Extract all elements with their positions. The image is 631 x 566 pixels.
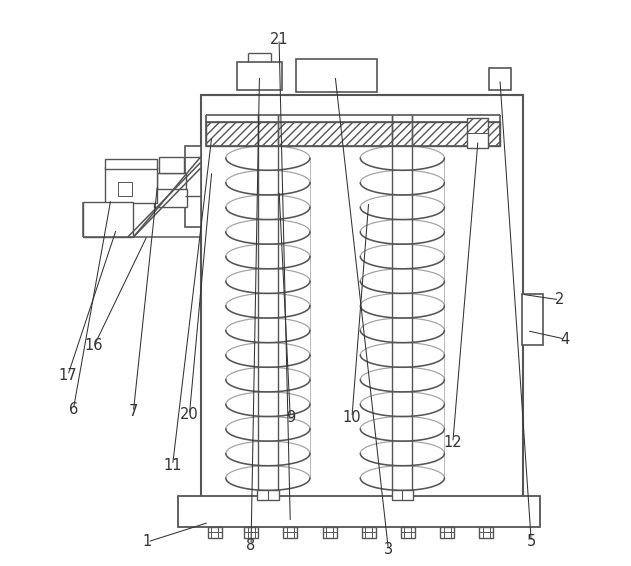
Text: 3: 3 [384, 542, 393, 557]
Bar [296, 59, 377, 92]
Bar [489, 68, 510, 89]
Text: 17: 17 [59, 368, 77, 383]
Bar [244, 527, 258, 538]
Text: 6: 6 [69, 402, 78, 417]
Text: 11: 11 [163, 458, 182, 473]
Bar [480, 527, 493, 538]
Text: 20: 20 [180, 407, 199, 422]
Bar [440, 527, 454, 538]
Bar [257, 490, 278, 500]
Text: 1: 1 [143, 534, 152, 550]
Bar [467, 118, 488, 148]
Bar [178, 496, 540, 527]
Bar [186, 145, 201, 227]
Bar [322, 527, 336, 538]
Text: 21: 21 [270, 32, 288, 47]
Text: 9: 9 [286, 410, 295, 425]
Bar [154, 189, 187, 207]
Bar [201, 95, 523, 499]
Text: 8: 8 [247, 538, 256, 553]
Text: 7: 7 [129, 404, 138, 419]
Text: 10: 10 [343, 410, 361, 425]
Bar [401, 527, 415, 538]
Text: 2: 2 [555, 292, 564, 307]
Text: 16: 16 [85, 338, 103, 353]
Bar [392, 490, 413, 500]
Bar [522, 294, 543, 345]
Bar [206, 122, 500, 145]
Text: 12: 12 [444, 435, 462, 450]
Bar [208, 527, 221, 538]
Bar [158, 157, 184, 173]
Bar [105, 167, 157, 203]
Text: 4: 4 [560, 332, 570, 346]
Bar [206, 122, 500, 145]
Bar [467, 118, 488, 133]
Bar [362, 527, 375, 538]
Bar [105, 159, 157, 169]
Bar [237, 62, 282, 89]
Text: 5: 5 [527, 534, 536, 550]
Bar [283, 527, 297, 538]
Bar [118, 182, 133, 196]
Bar [157, 173, 186, 191]
Bar [83, 202, 133, 237]
